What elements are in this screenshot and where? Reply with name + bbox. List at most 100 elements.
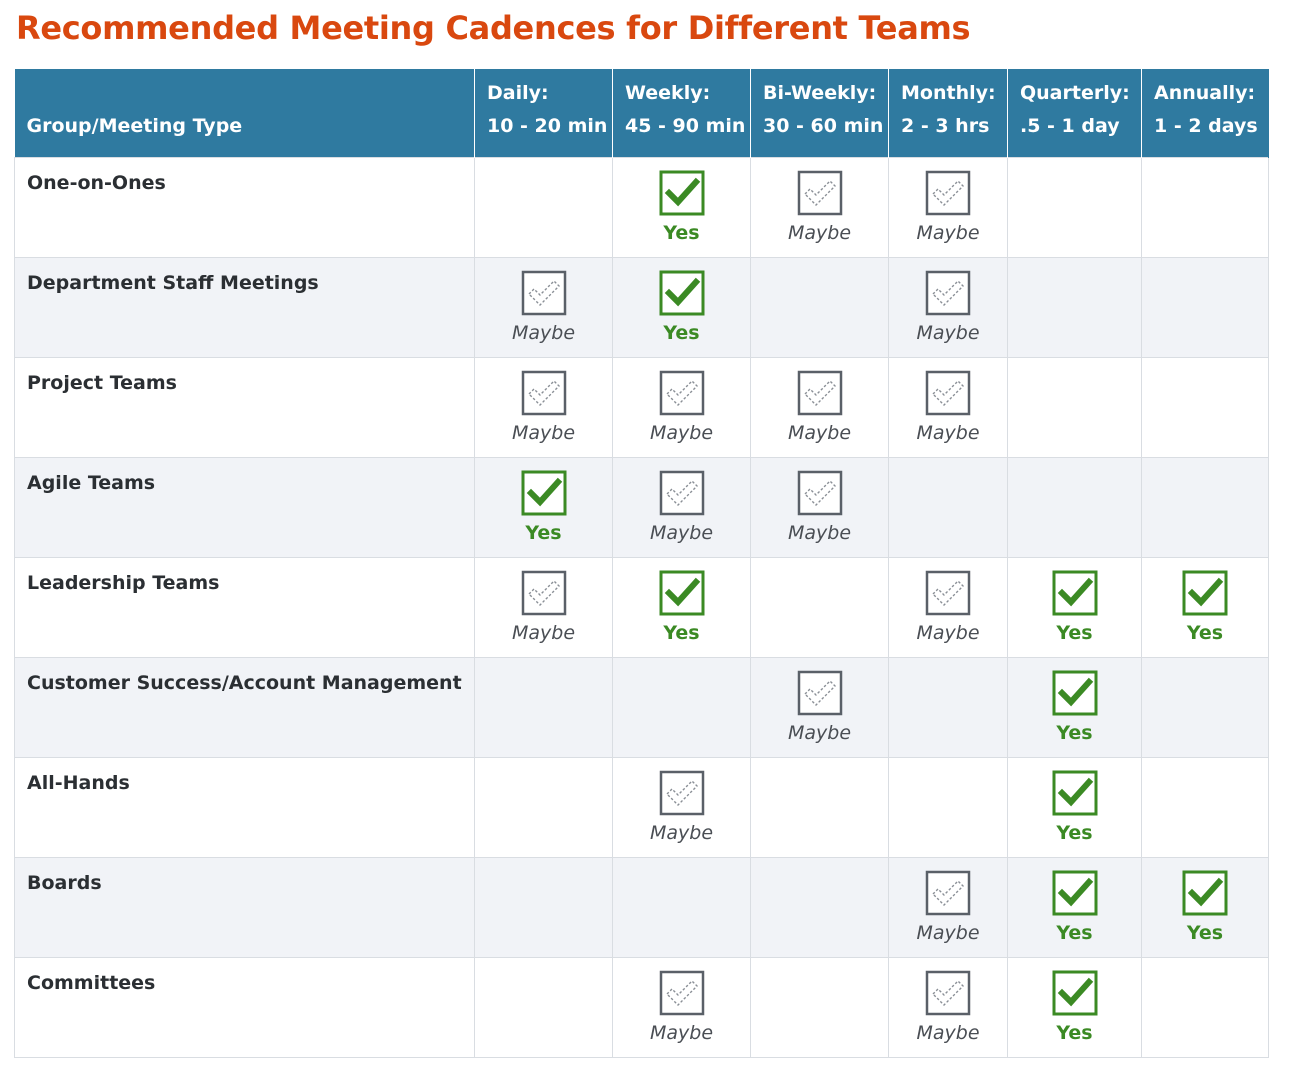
column-header-duration: 45 - 90 min <box>625 114 746 137</box>
cadence-cell <box>750 256 889 358</box>
cadence-cell: Maybe <box>612 956 751 1058</box>
cadence-cell: Maybe <box>474 256 613 358</box>
dashed-check-box-icon <box>521 570 566 615</box>
maybe-label: Maybe <box>787 521 852 544</box>
maybe-mark: Maybe <box>613 358 750 446</box>
dashed-check-box-icon <box>797 470 842 515</box>
group-name: Agile Teams <box>14 456 475 558</box>
cadence-cell <box>1007 456 1142 558</box>
dashed-check-box-icon <box>925 270 971 315</box>
cadence-cell: Yes <box>1007 956 1142 1058</box>
cadence-cell: Maybe <box>474 556 613 658</box>
cadence-cell: Yes <box>1007 756 1142 858</box>
maybe-label: Maybe <box>916 221 980 244</box>
dashed-check-box-icon <box>925 970 971 1015</box>
cadence-cell: Maybe <box>612 456 751 558</box>
maybe-mark: Maybe <box>751 458 888 546</box>
column-header-frequency: Bi-Weekly: <box>763 81 877 104</box>
dashed-check-box-icon <box>659 370 704 415</box>
checked-box-icon <box>1182 570 1228 615</box>
table-row: Project Teams Maybe Maybe Maybe Maybe <box>14 356 1269 458</box>
column-header-cadence: Monthly: 2 - 3 hrs <box>888 69 1008 157</box>
table-row: Boards Maybe Yes Yes <box>14 856 1269 958</box>
dashed-check-box-icon <box>925 570 971 615</box>
table-row: One-on-Ones Yes Maybe Maybe <box>14 156 1269 258</box>
maybe-mark: Maybe <box>613 458 750 546</box>
cadence-cell: Yes <box>612 156 751 258</box>
maybe-label: Maybe <box>787 221 852 244</box>
cadence-cell <box>1141 256 1269 358</box>
cadence-cell: Yes <box>1007 856 1142 958</box>
maybe-label: Maybe <box>649 1021 714 1044</box>
table-row: Committees Maybe Maybe Yes <box>14 956 1269 1058</box>
yes-label: Yes <box>663 321 700 344</box>
dashed-check-box-icon <box>521 370 566 415</box>
checked-box-icon <box>1182 870 1228 915</box>
cadence-cell <box>474 856 613 958</box>
yes-label: Yes <box>1056 1021 1093 1044</box>
maybe-label: Maybe <box>787 721 852 744</box>
maybe-mark: Maybe <box>751 158 888 246</box>
cadence-cell <box>1141 356 1269 458</box>
table-header-row: Group/Meeting Type Daily: 10 - 20 min Weekl… <box>14 69 1269 157</box>
dashed-check-box-icon <box>925 870 971 915</box>
cadence-cell: Maybe <box>474 356 613 458</box>
dashed-check-box-icon <box>925 370 971 415</box>
column-header-cadence: Weekly: 45 - 90 min <box>612 69 751 157</box>
cadence-cell <box>1141 756 1269 858</box>
maybe-label: Maybe <box>916 421 980 444</box>
column-header-duration: 10 - 20 min <box>487 114 608 137</box>
cadence-cell <box>750 756 889 858</box>
cadence-cell: Maybe <box>888 356 1008 458</box>
cadence-cell <box>612 656 751 758</box>
checked-box-icon <box>1052 770 1097 815</box>
checked-box-icon <box>1052 570 1097 615</box>
group-name: Department Staff Meetings <box>14 256 475 358</box>
cadence-cell: Maybe <box>888 156 1008 258</box>
cadence-cell: Maybe <box>888 856 1008 958</box>
maybe-label: Maybe <box>511 421 576 444</box>
column-header-cadence: Bi-Weekly: 30 - 60 min <box>750 69 889 157</box>
table-row: Agile Teams Yes Maybe Maybe <box>14 456 1269 558</box>
yes-label: Yes <box>663 221 700 244</box>
group-name: Project Teams <box>14 356 475 458</box>
cadence-cell <box>1007 356 1142 458</box>
dashed-check-box-icon <box>659 970 704 1015</box>
column-header-cadence: Annually: 1 - 2 days <box>1141 69 1269 157</box>
maybe-mark: Maybe <box>475 358 612 446</box>
group-name: All-Hands <box>14 756 475 858</box>
cadence-cell <box>474 956 613 1058</box>
maybe-mark: Maybe <box>475 258 612 346</box>
cadence-cell <box>1141 456 1269 558</box>
group-name: One-on-Ones <box>14 156 475 258</box>
group-name: Boards <box>14 856 475 958</box>
checked-box-icon <box>659 170 704 215</box>
checked-box-icon <box>1052 670 1097 715</box>
cadence-cell <box>474 656 613 758</box>
cadence-cell <box>888 456 1008 558</box>
column-header-duration: 30 - 60 min <box>763 114 884 137</box>
cadence-cell <box>1141 156 1269 258</box>
yes-mark: Yes <box>475 458 612 546</box>
column-header-duration: 1 - 2 days <box>1154 114 1258 137</box>
maybe-label: Maybe <box>511 621 576 644</box>
yes-mark: Yes <box>1142 858 1268 946</box>
cadence-cell: Yes <box>612 556 751 658</box>
cadence-cell: Yes <box>612 256 751 358</box>
maybe-mark: Maybe <box>475 558 612 646</box>
yes-mark: Yes <box>1008 558 1141 646</box>
maybe-label: Maybe <box>916 1021 980 1044</box>
dashed-check-box-icon <box>659 470 704 515</box>
maybe-mark: Maybe <box>889 558 1007 646</box>
column-header-duration: 2 - 3 hrs <box>901 114 990 137</box>
maybe-label: Maybe <box>787 421 852 444</box>
maybe-mark: Maybe <box>613 758 750 846</box>
cadence-table: Group/Meeting Type Daily: 10 - 20 min Weekl… <box>14 69 1269 1058</box>
cadence-cell <box>474 756 613 858</box>
cadence-cell: Maybe <box>750 156 889 258</box>
column-header-frequency: Daily: <box>487 81 549 104</box>
dashed-check-box-icon <box>797 370 842 415</box>
column-header-frequency: Weekly: <box>625 81 711 104</box>
cadence-cell: Maybe <box>888 956 1008 1058</box>
cadence-cell <box>750 956 889 1058</box>
